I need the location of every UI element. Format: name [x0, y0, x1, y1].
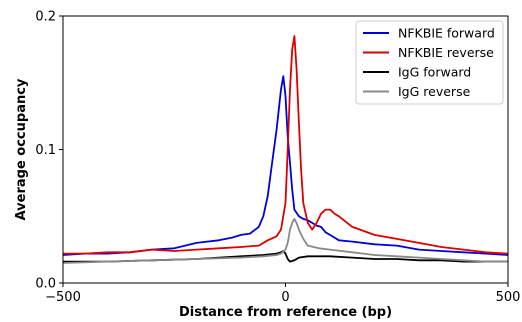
x-axis-title: Distance from reference (bp): [179, 305, 392, 320]
series-line-igg-reverse: [63, 218, 508, 264]
x-tick-label: 0: [281, 290, 289, 305]
series-lines: [63, 35, 508, 264]
axis-ticks: −500 0 500 0.0 0.1 0.2: [35, 10, 520, 306]
x-tick-label: 500: [496, 290, 521, 305]
y-axis-title: Average occupancy: [14, 78, 29, 220]
legend-label: IgG reverse: [398, 84, 471, 99]
y-tick-label: 0.1: [35, 143, 56, 158]
legend-label: IgG forward: [398, 65, 471, 80]
legend-box: [355, 20, 504, 105]
legend-label: NFKBIE reverse: [398, 45, 494, 60]
x-tick-label: −500: [45, 290, 81, 305]
legend-label: NFKBIE forward: [398, 26, 495, 41]
series-line-nfkbie-reverse: [63, 35, 508, 255]
y-tick-label: 0.2: [35, 10, 56, 25]
y-tick-label: 0.0: [35, 277, 56, 292]
legend: NFKBIE forward NFKBIE reverse IgG forward I…: [355, 20, 504, 105]
series-line-igg-forward: [63, 250, 508, 263]
